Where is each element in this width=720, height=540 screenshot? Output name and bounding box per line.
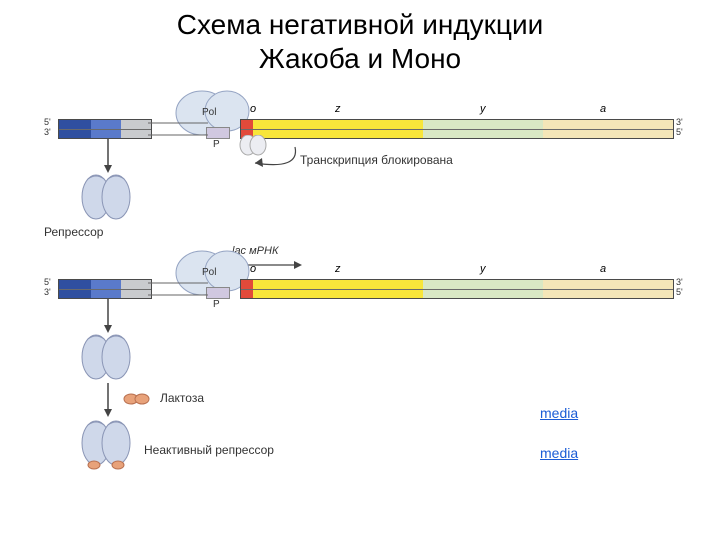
row1-gene-z: z — [335, 103, 341, 115]
row1-5prime-right: 5' — [676, 127, 683, 137]
row2-inactive-repressor — [78, 419, 134, 475]
row1-p-box — [206, 127, 230, 139]
row2-left-dna — [58, 279, 152, 299]
row2-gene-y: y — [480, 263, 486, 275]
row2-pol-label: Pol — [202, 267, 216, 278]
row1-gene-y: y — [480, 103, 486, 115]
row2-gene-a: a — [600, 263, 606, 275]
seg-tan — [543, 120, 673, 138]
seg-green — [423, 120, 543, 138]
media-link-2[interactable]: media — [540, 445, 578, 461]
row1-3prime-right: 3' — [676, 117, 683, 127]
seg-lightblue — [91, 120, 121, 138]
row2-p-box — [206, 287, 230, 299]
media-link-1[interactable]: media — [540, 405, 578, 421]
row2-down-arrow2 — [100, 383, 116, 419]
title-line2: Жакоба и Моно — [259, 43, 461, 74]
row2-5prime-right: 5' — [676, 287, 683, 297]
row1-3prime-left: 3' — [44, 127, 51, 137]
seg-gray2 — [121, 280, 151, 298]
row2-repressor — [78, 333, 134, 383]
row2-inactive-label: Неактивный репрессор — [144, 443, 274, 457]
row1-note: Транскрипция блокирована — [300, 153, 453, 167]
row1-5prime-left: 5' — [44, 117, 51, 127]
row2-3prime-right: 3' — [676, 277, 683, 287]
row1-main-dna — [240, 119, 674, 139]
row2-gene-o: o — [250, 263, 256, 275]
row2-5prime-left: 5' — [44, 277, 51, 287]
row1-repressor-label: Репрессор — [44, 225, 103, 239]
seg-green2 — [423, 280, 543, 298]
row1-repressor — [78, 173, 134, 223]
row2-connect-lines — [148, 280, 208, 298]
row1-connect-lines — [148, 120, 208, 138]
row2-main-dna — [240, 279, 674, 299]
row1-gene-a: a — [600, 103, 606, 115]
row2-p-label: P — [213, 299, 220, 310]
row1-p-label: P — [213, 139, 220, 150]
seg-yellow — [253, 120, 423, 138]
seg-lightblue2 — [91, 280, 121, 298]
row2-gene-z: z — [335, 263, 341, 275]
row1-down-arrow — [100, 139, 116, 175]
seg-darkblue — [59, 120, 91, 138]
row2-lactose-mol — [122, 391, 152, 407]
seg-gray — [121, 120, 151, 138]
row1-gene-o: o — [250, 103, 256, 115]
seg-red2 — [241, 280, 253, 298]
seg-darkblue2 — [59, 280, 91, 298]
row2-3prime-left: 3' — [44, 287, 51, 297]
diagram-stage: 5' 3' Pol P o z y a 3' 5' Транскрипц — [0, 75, 720, 535]
seg-yellow2 — [253, 280, 423, 298]
row2-down-arrow1 — [100, 299, 116, 335]
row1-pol-label: Pol — [202, 107, 216, 118]
row1-left-dna — [58, 119, 152, 139]
row2-lactose-label: Лактоза — [160, 391, 204, 405]
seg-tan2 — [543, 280, 673, 298]
title-line1: Схема негативной индукции — [177, 9, 543, 40]
